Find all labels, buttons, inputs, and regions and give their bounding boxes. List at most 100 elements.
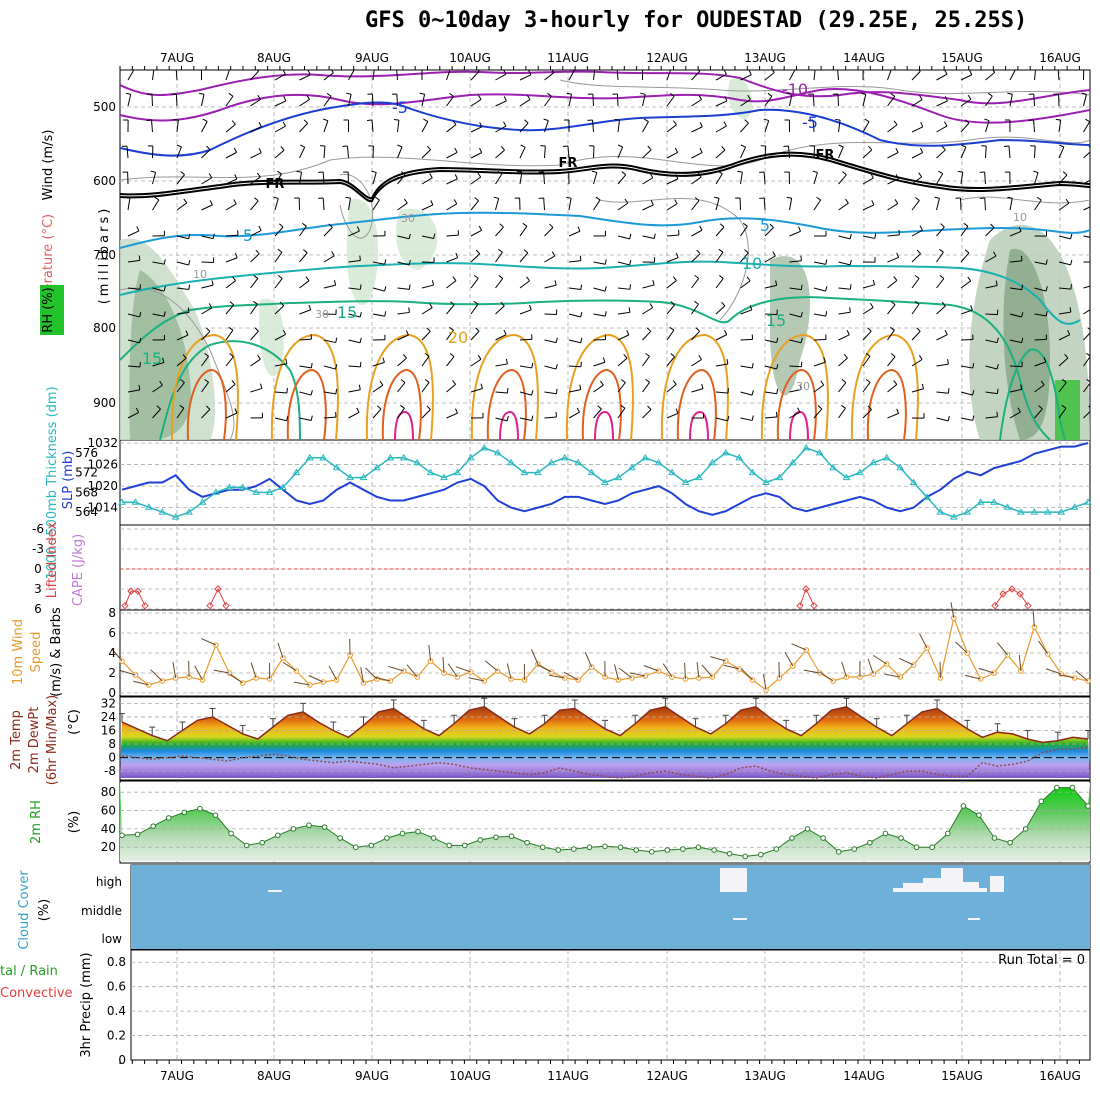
wind-barb-flag	[1018, 226, 1022, 232]
wind-barb	[691, 229, 703, 237]
wind-barb-flag	[475, 327, 480, 332]
wind-barb-flag	[229, 301, 235, 306]
wind-barb-flag	[473, 300, 479, 305]
wind-barb	[887, 356, 896, 367]
wind-barb-flag	[188, 233, 191, 239]
wind-barb-flag	[446, 67, 451, 69]
wind-barb	[250, 387, 263, 393]
wind-barb	[519, 338, 533, 341]
thickness-point	[923, 493, 931, 500]
wind-barb-flag	[205, 327, 211, 332]
thickness-point	[788, 458, 797, 466]
wind-barb	[715, 278, 724, 289]
wind-barb	[1009, 339, 1022, 344]
wind-barb-flag	[234, 174, 238, 180]
wind-barb	[348, 339, 361, 344]
thickness-point	[1057, 508, 1066, 515]
wind-barb	[274, 73, 286, 81]
li-point	[1008, 585, 1016, 593]
wind-barb-flag	[285, 358, 288, 364]
wind-barb	[911, 71, 921, 81]
thickness-point	[1084, 498, 1092, 505]
li-tick-0: 0	[34, 562, 42, 576]
wind-barb	[936, 198, 940, 211]
rh-contour	[120, 136, 1090, 181]
wind-barb-flag	[206, 145, 211, 150]
wind-barb-flag	[259, 383, 263, 389]
wind-barb-flag	[359, 337, 362, 343]
wind-barb	[371, 93, 374, 107]
wind-barb	[372, 172, 377, 185]
wind-barb	[715, 73, 727, 81]
wind-barb	[763, 197, 766, 211]
wind-barb	[838, 146, 844, 159]
wind-barb-flag	[776, 337, 779, 343]
wind-barb	[740, 365, 753, 369]
wind-barb	[126, 146, 129, 159]
wind10-barb	[803, 669, 820, 674]
wind-barb	[421, 235, 434, 240]
wind-barb	[1083, 179, 1090, 185]
wind-barb	[274, 198, 279, 211]
temp-contour	[120, 211, 1090, 249]
wind10-barb	[150, 669, 163, 682]
wind-barb	[274, 278, 283, 289]
wind-barb	[543, 197, 545, 211]
wind-barb	[764, 145, 767, 159]
wind-barb	[225, 95, 234, 107]
rh-point	[259, 839, 266, 846]
cloud-level-high: high	[96, 875, 122, 889]
rh-point	[165, 815, 172, 821]
rh-point	[882, 830, 889, 837]
wind-barb-flag	[915, 197, 920, 201]
wind-barb-flag	[455, 252, 459, 258]
wind-barb-flag	[751, 390, 754, 396]
wind-barb	[519, 146, 526, 159]
wind-barb-flag	[719, 275, 724, 279]
wind-barb	[691, 70, 701, 81]
wind-barb	[642, 177, 654, 185]
rh-point	[742, 853, 749, 860]
wind-barb	[323, 416, 337, 419]
wind-barb	[666, 356, 675, 367]
wind-barb-flag	[555, 337, 558, 343]
rh-point	[337, 835, 343, 841]
wind-barb-flag	[176, 144, 182, 148]
wind-barb	[470, 176, 482, 185]
wind-barb-flag	[531, 362, 534, 369]
wind-barb-flag	[374, 196, 380, 201]
wind-barb-flag	[1094, 280, 1095, 285]
wind-barb-flag	[379, 380, 384, 386]
wind-barb	[519, 280, 530, 289]
wind-barb-flag	[256, 172, 261, 178]
wind-barb	[740, 417, 753, 421]
wind-barb-flag	[849, 233, 852, 239]
wind10-barb	[819, 671, 834, 682]
wind-barb-flag	[872, 279, 876, 285]
wind-barb-flag	[874, 233, 877, 239]
wind-barb	[764, 284, 777, 289]
wind-barb-flag	[253, 300, 258, 305]
wind-barb-flag	[1011, 67, 1015, 69]
thickness-point	[614, 473, 623, 481]
wind-barb	[495, 251, 503, 263]
wind-barb-flag	[640, 92, 646, 95]
wind-barb-flag	[330, 70, 334, 73]
wind-barb-flag	[1045, 259, 1048, 265]
wind-barb	[127, 70, 135, 81]
wind10-barb	[328, 665, 338, 681]
wind-barb	[250, 152, 262, 159]
wind-barb-flag	[124, 196, 130, 199]
wind-barb-flag	[393, 118, 399, 121]
rh-shade	[770, 256, 810, 396]
thickness-point	[359, 473, 368, 481]
wind-barb	[911, 99, 923, 107]
thickness-point	[856, 468, 864, 476]
wind-barb-flag	[1043, 357, 1047, 363]
wind-barb	[348, 230, 360, 237]
precip-tick-0.2: 0.2	[107, 1029, 126, 1043]
thickness-point	[949, 513, 958, 520]
wind-barb-flag	[964, 119, 970, 124]
wind-barb	[666, 383, 677, 393]
contour-label: 30	[796, 380, 810, 393]
